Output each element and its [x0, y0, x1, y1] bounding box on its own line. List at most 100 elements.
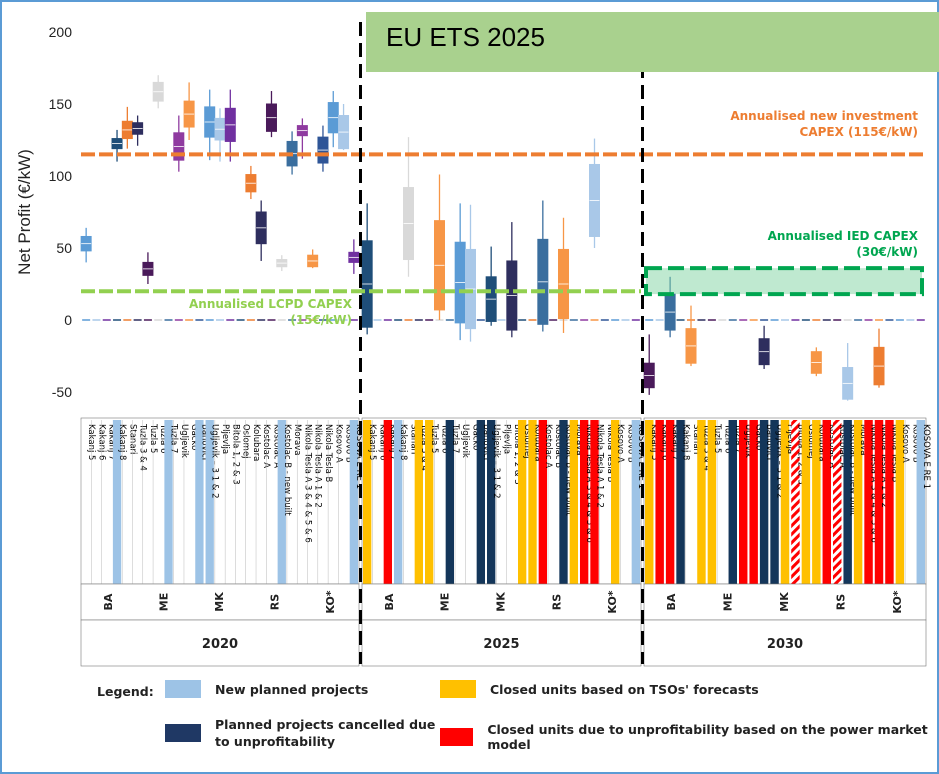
unit-name-label: Gacko	[471, 424, 481, 450]
unit-name-label: Banovići	[764, 424, 775, 460]
y-tick-label: 100	[49, 168, 73, 184]
unit-name-label: Tuzla 7	[733, 423, 743, 453]
unit-column	[874, 420, 884, 584]
unit-name-label: Kakanj 6	[378, 424, 388, 460]
y-axis-label: Net Profit (€/kW)	[15, 149, 34, 275]
unit-column	[822, 420, 831, 584]
unit-column	[631, 420, 640, 584]
y-tick-label: -50	[52, 384, 72, 400]
unit-column	[843, 420, 852, 584]
reference-label-ied: Annualised IED CAPEX	[768, 229, 919, 243]
unit-column	[864, 420, 873, 584]
unit-name-label: Kostolac B	[553, 424, 563, 468]
country-label: RS	[269, 594, 282, 610]
unit-column	[590, 420, 599, 584]
unit-name-label: Gacko	[189, 424, 199, 450]
unit-name-label: Kolubara	[533, 424, 543, 461]
country-label: ME	[439, 593, 452, 611]
year-row	[361, 619, 642, 667]
unit-column	[833, 420, 842, 584]
country-label: MK	[213, 592, 226, 612]
unit-name-label: Kostolac A	[827, 424, 837, 468]
unit-name-label: Bitola 1, 2 & 3	[795, 424, 805, 485]
unit-column	[538, 420, 547, 584]
legend-item-new: New planned projects	[165, 680, 368, 698]
unit-name-label: Tuzla 3 & 4	[701, 423, 711, 471]
reference-label-new-investment: Annualised new investment	[730, 109, 918, 123]
country-label: ME	[157, 593, 170, 611]
unit-name-label: Tuzla 6	[440, 423, 450, 453]
unit-name-label: KOSOVA E RE 1	[921, 424, 931, 489]
unit-name-label: Ugljevik – 3 1 & 2	[775, 424, 785, 499]
unit-column	[580, 420, 589, 584]
legend-swatch-new	[165, 680, 201, 698]
unit-column	[801, 420, 811, 584]
unit-column	[394, 420, 403, 584]
unit-name-label: Banovići	[199, 424, 210, 460]
unit-column	[791, 420, 800, 584]
unit-column	[445, 420, 454, 584]
unit-name-label: Tuzla 6	[722, 423, 732, 453]
country-label: BA	[102, 593, 115, 610]
legend-title: Legend:	[97, 684, 154, 699]
unit-name-label: KOSOVA E RE 1	[636, 424, 646, 489]
unit-column	[205, 420, 214, 584]
unit-column	[363, 420, 372, 584]
unit-column	[697, 420, 706, 584]
year-row	[643, 619, 927, 667]
reference-label-lcpd: (15€/kW)	[290, 313, 352, 327]
unit-column	[277, 420, 286, 584]
y-tick-label: 200	[49, 24, 73, 40]
unit-name-label: Kostolac A	[837, 424, 847, 468]
y-tick-label: 150	[49, 96, 73, 112]
unit-name-label: Gacko	[754, 424, 764, 450]
unit-column	[780, 420, 790, 584]
country-label: MK	[778, 592, 791, 612]
year-label: 2020	[202, 637, 238, 652]
unit-column	[487, 420, 496, 584]
country-label: KO*	[324, 590, 337, 613]
unit-column	[759, 420, 769, 584]
unit-column	[611, 420, 620, 584]
unit-column	[425, 420, 434, 584]
unit-column	[164, 420, 173, 584]
legend: Legend: New planned projects Planned pro…	[0, 672, 939, 772]
unit-name-label: Kakanj 7	[670, 424, 680, 460]
unit-column	[676, 420, 685, 584]
reference-band-ied	[644, 266, 924, 297]
y-tick-label: 0	[64, 312, 72, 328]
legend-label-new: New planned projects	[215, 681, 369, 697]
unit-column	[528, 420, 537, 584]
unit-column	[895, 420, 905, 584]
unit-column	[885, 420, 894, 584]
unit-column	[728, 420, 737, 584]
unit-name-label: Bitola 1, 2 & 3	[512, 424, 522, 485]
scenario-title: EU ETS 2025	[386, 22, 545, 52]
country-label: MK	[495, 592, 508, 612]
unit-column	[645, 420, 654, 584]
unit-name-label: Stanari	[691, 424, 701, 454]
unit-name-label: Banovići	[481, 424, 492, 460]
country-label: KO*	[891, 590, 904, 613]
unit-column	[812, 420, 821, 584]
box-plot-chart: -50 0 50 100 150 200 Net Profit (€/kW) Kakanj 5…	[15, 22, 931, 667]
unit-column	[655, 420, 664, 584]
y-tick-label: 50	[56, 240, 72, 256]
unit-column	[383, 420, 392, 584]
unit-column	[476, 420, 485, 584]
year-label: 2025	[483, 637, 519, 652]
legend-label-cancelled: Planned projects cancelled due to unprof…	[215, 717, 436, 749]
country-label: RS	[550, 594, 563, 610]
unit-column	[195, 420, 204, 584]
unit-name-label: Nikola Tesla A 3 & 4 & 5 & 6	[869, 424, 879, 543]
unit-name-label: Stanari	[409, 424, 419, 454]
unit-name-label: Morava	[858, 424, 868, 455]
unit-column	[414, 420, 423, 584]
unit-name-label: Nikola Tesla A 3 & 4 & 5 & 6	[584, 424, 594, 543]
unit-name-label: Kolubara	[816, 424, 826, 461]
country-row	[80, 583, 360, 621]
unit-column	[349, 420, 358, 584]
unit-name-label: Kostolac B - new built	[848, 424, 858, 516]
country-label: RS	[834, 594, 847, 610]
unit-name-label: Ugljevik	[743, 424, 753, 458]
